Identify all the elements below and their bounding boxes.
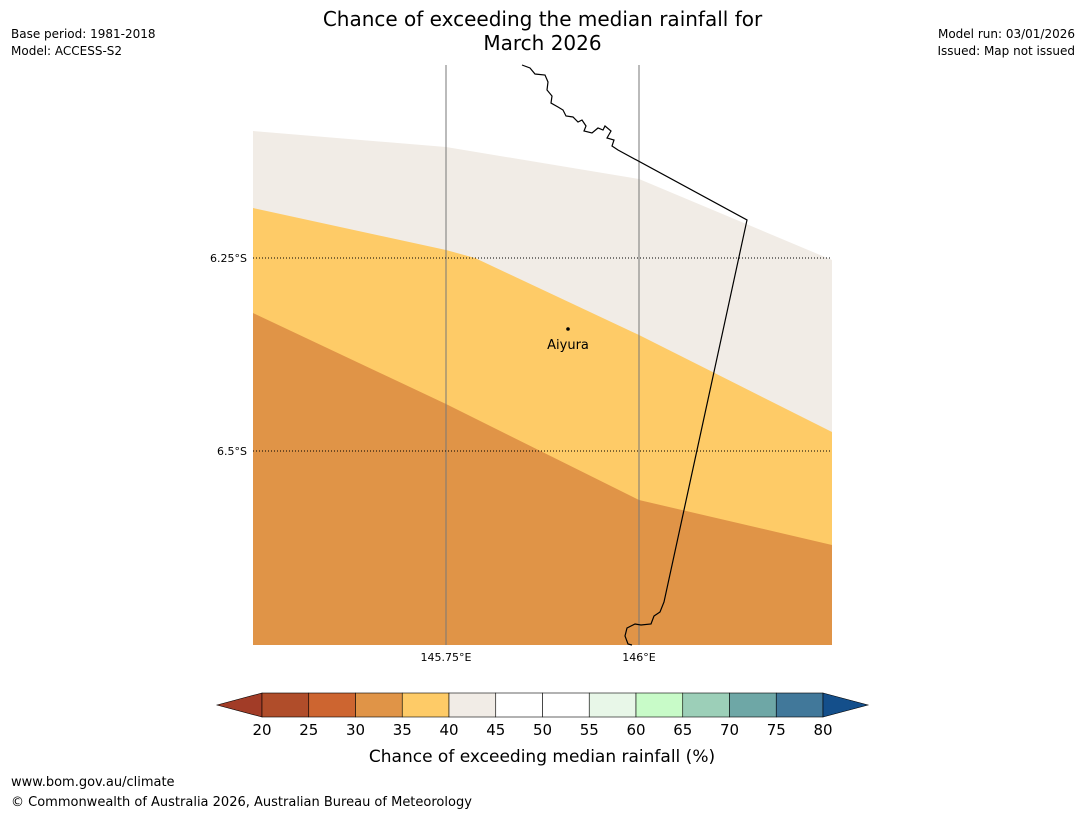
border-line bbox=[521, 64, 748, 646]
colorbar-tick-label: 35 bbox=[393, 721, 412, 739]
issued-status: Issued: Map not issued bbox=[937, 44, 1075, 58]
lat-label-6-25s: 6.25°S bbox=[210, 252, 247, 265]
meta-left: Base period: 1981-2018 Model: ACCESS-S2 bbox=[11, 26, 156, 60]
colorbar-tick-label: 30 bbox=[346, 721, 365, 739]
lon-label-145-75e: 145.75°E bbox=[421, 651, 472, 664]
colorbar-cell bbox=[729, 692, 777, 718]
title-line-1: Chance of exceeding the median rainfall … bbox=[322, 7, 763, 31]
colorbar-cell bbox=[401, 692, 450, 718]
colorbar-tick-label: 75 bbox=[767, 721, 786, 739]
colorbar-tick-label: 25 bbox=[299, 721, 318, 739]
colorbar-tick-label: 40 bbox=[439, 721, 458, 739]
title-line-2: March 2026 bbox=[483, 31, 602, 55]
colorbar-cell bbox=[495, 692, 543, 718]
colorbar-tick-label: 45 bbox=[486, 721, 505, 739]
model-run: Model run: 03/01/2026 bbox=[937, 27, 1075, 41]
colorbar-cell bbox=[588, 692, 637, 718]
colorbar-tick-label: 50 bbox=[533, 721, 552, 739]
colorbar-tick-label: 55 bbox=[580, 721, 599, 739]
footer-copyright: © Commonwealth of Australia 2026, Austra… bbox=[11, 795, 472, 810]
colorbar-tick-label: 80 bbox=[813, 721, 832, 739]
colorbar-cell bbox=[355, 692, 403, 718]
base-period: Base period: 1981-2018 bbox=[11, 27, 156, 41]
colorbar-over-arrow bbox=[822, 692, 870, 718]
colorbar-cell bbox=[542, 692, 590, 718]
colorbar-cell bbox=[682, 692, 730, 718]
colorbar-cell bbox=[448, 692, 497, 718]
model-name: Model: ACCESS-S2 bbox=[11, 44, 123, 58]
colorbar: 20 25 30 35 40 45 50 55 60 65 70 75 80 Chance of exc… bbox=[215, 692, 870, 767]
colorbar-tick-label: 20 bbox=[252, 721, 271, 739]
colorbar-label: Chance of exceeding median rainfall (%) bbox=[369, 747, 715, 767]
colorbar-cell bbox=[775, 692, 824, 718]
footer-url: www.bom.gov.au/climate bbox=[11, 775, 175, 790]
zone-30-35 bbox=[253, 313, 832, 645]
colorbar-cell bbox=[308, 692, 356, 718]
colorbar-cell bbox=[635, 692, 684, 718]
map-title: Chance of exceeding the median rainfall … bbox=[0, 7, 1085, 55]
colorbar-cell bbox=[261, 692, 310, 718]
lat-label-6-5s: 6.5°S bbox=[217, 445, 247, 458]
aiyura-marker bbox=[566, 327, 570, 331]
meta-right: Model run: 03/01/2026 Issued: Map not is… bbox=[937, 26, 1075, 60]
aiyura-label: Aiyura bbox=[547, 338, 589, 353]
colorbar-tick-label: 65 bbox=[673, 721, 692, 739]
colorbar-tick-label: 60 bbox=[626, 721, 645, 739]
colorbar-under-arrow bbox=[215, 692, 263, 718]
colorbar-tick-label: 70 bbox=[720, 721, 739, 739]
lon-label-146e: 146°E bbox=[622, 651, 655, 664]
